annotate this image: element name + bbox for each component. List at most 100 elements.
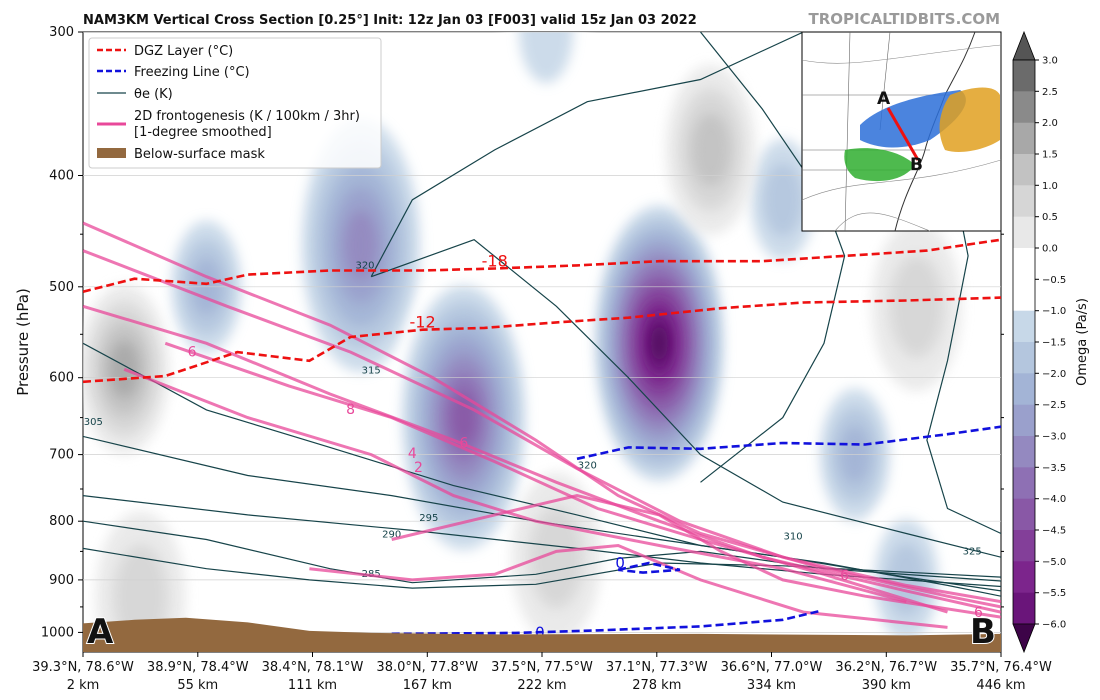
- omega-blob-7-level-2: [519, 32, 574, 83]
- fronto-label-0: 6: [188, 345, 197, 361]
- x-tick-latlon-3: 38.0°N, 77.8°W: [376, 660, 478, 675]
- freezing-line-1: [391, 609, 821, 636]
- colorbar-tick-label-18: −6.0: [1042, 620, 1066, 631]
- colorbar-segment-14: [1013, 498, 1035, 531]
- fronto-line-4: [123, 367, 907, 604]
- theta-e-label-4: 310: [784, 532, 803, 543]
- fronto-label-6: 6: [974, 605, 983, 621]
- x-tick-latlon-1: 38.9°N, 78.4°W: [147, 660, 249, 675]
- colorbar-tick-label-0: 3.0: [1042, 56, 1058, 67]
- omega-blob-9-level-3: [691, 113, 731, 187]
- end-label-b: B: [970, 612, 996, 652]
- y-tick-label-300: 300: [49, 25, 74, 40]
- colorbar-segment-4: [1013, 185, 1035, 218]
- x-tick-latlon-5: 37.1°N, 77.3°W: [606, 660, 708, 675]
- colorbar-segment-15: [1013, 530, 1035, 562]
- fronto-line-5: [391, 494, 1001, 619]
- colorbar-tick-label-5: 0.5: [1042, 212, 1058, 223]
- theta-e-label-3: 305: [84, 417, 103, 428]
- x-tick-km-2: 111 km: [288, 678, 337, 693]
- omega-blob-3-level-8: [451, 391, 477, 445]
- fronto-line-6: [309, 543, 948, 629]
- theta-e-line-6: [370, 32, 804, 277]
- x-tick-km-1: 55 km: [177, 678, 218, 693]
- end-label-a: A: [87, 612, 114, 652]
- legend-box: [88, 37, 382, 169]
- legend-label-freezing: Freezing Line (°C): [134, 65, 250, 80]
- fronto-label-4: 6: [459, 435, 468, 451]
- freezing-label-2: 0: [615, 554, 625, 572]
- legend-label-mask: Below-surface mask: [134, 147, 265, 162]
- colorbar-tick-label-8: −1.0: [1042, 306, 1066, 317]
- theta-e-line-5: [370, 239, 1001, 558]
- colorbar-segment-6: [1013, 248, 1035, 280]
- colorbar-segment-16: [1013, 561, 1035, 594]
- colorbar-segment-7: [1013, 279, 1035, 312]
- x-tick-km-6: 334 km: [747, 678, 796, 693]
- fronto-label-5: 6: [840, 568, 849, 584]
- colorbar-tick-label-9: −1.5: [1042, 338, 1066, 349]
- colorbar-tick-label-13: −3.5: [1042, 463, 1066, 474]
- freezing-line-2: [617, 561, 681, 574]
- colorbar-tick-label-10: −2.0: [1042, 369, 1066, 380]
- theta-e-label-1: 290: [382, 530, 401, 541]
- omega-blob-1-level-6: [344, 210, 378, 280]
- colorbar-tick-label-17: −5.5: [1042, 588, 1066, 599]
- inset-precip-rain: [844, 148, 915, 182]
- legend-label-fronto-2: [1-degree smoothed]: [134, 125, 272, 140]
- colorbar-segment-17: [1013, 592, 1035, 625]
- fronto-line-2: [83, 304, 1001, 614]
- dgz-lines: -18 -12: [83, 238, 1001, 384]
- colorbar-segment-12: [1013, 436, 1035, 468]
- freezing-label-1: 0: [535, 623, 545, 641]
- y-tick-label-400: 400: [49, 169, 74, 184]
- colorbar-tick-label-2: 2.0: [1042, 118, 1058, 129]
- colorbar-tick-label-16: −5.0: [1042, 557, 1066, 568]
- x-tick-km-3: 167 km: [403, 678, 452, 693]
- x-axis: 39.3°N, 78.6°W 2 km 38.9°N, 78.4°W 55 km 38.…: [32, 652, 1052, 693]
- inset-map: A B: [801, 31, 1002, 232]
- colorbar-tick-label-3: 1.5: [1042, 150, 1058, 161]
- x-tick-latlon-8: 35.7°N, 76.4°W: [950, 660, 1052, 675]
- colorbar-segment-9: [1013, 342, 1035, 374]
- colorbar-tick-label-11: −2.5: [1042, 400, 1066, 411]
- dgz-label-1: -12: [410, 313, 436, 332]
- x-tick-km-0: 2 km: [67, 678, 100, 693]
- theta-e-label-7: 320: [578, 461, 597, 472]
- omega-blob-4-level-3: [763, 163, 803, 237]
- inset-label-b: B: [910, 155, 923, 175]
- colorbar: 3.0 2.5 2.0 1.5 1.0 0.5 0.0 −0.5 −1.0 −1.5 −2.0 −2.…: [1012, 30, 1066, 654]
- dgz-line-1: [83, 296, 1001, 384]
- colorbar-segment-3: [1013, 154, 1035, 186]
- x-tick-latlon-2: 38.4°N, 78.1°W: [262, 660, 364, 675]
- colorbar-bottom-extend: [1012, 623, 1036, 654]
- x-tick-latlon-4: 37.5°N, 77.5°W: [491, 660, 593, 675]
- colorbar-tick-label-12: −3.0: [1042, 432, 1066, 443]
- colorbar-tick-label-14: −4.0: [1042, 494, 1066, 505]
- inset-precip-snow: [860, 90, 966, 148]
- colorbar-segment-8: [1013, 310, 1035, 343]
- fronto-label-1: 8: [346, 402, 355, 418]
- y-tick-label-1000: 1000: [41, 625, 74, 640]
- colorbar-tick-label-1: 2.5: [1042, 87, 1058, 98]
- colorbar-tick-label-6: 0.0: [1042, 244, 1058, 255]
- theta-e-label-6: 320: [355, 261, 374, 272]
- legend-swatch-mask: [97, 148, 126, 158]
- inset-label-a: A: [877, 89, 891, 109]
- brand-watermark: TROPICALTIDBITS.COM: [809, 10, 1001, 28]
- y-tick-label-600: 600: [49, 371, 74, 386]
- colorbar-segment-11: [1013, 404, 1035, 437]
- y-tick-label-800: 800: [49, 514, 74, 529]
- colorbar-segment-1: [1013, 91, 1035, 124]
- omega-blob-2-level-12: [650, 325, 668, 362]
- colorbar-segment-5: [1013, 216, 1035, 249]
- x-tick-latlon-7: 36.2°N, 76.7°W: [835, 660, 937, 675]
- colorbar-tick-label-4: 1.0: [1042, 181, 1058, 192]
- dgz-line-0: [83, 238, 1001, 293]
- colorbar-tick-label-7: −0.5: [1042, 275, 1066, 286]
- theta-e-label-5: 315: [362, 366, 381, 377]
- colorbar-segment-2: [1013, 122, 1035, 155]
